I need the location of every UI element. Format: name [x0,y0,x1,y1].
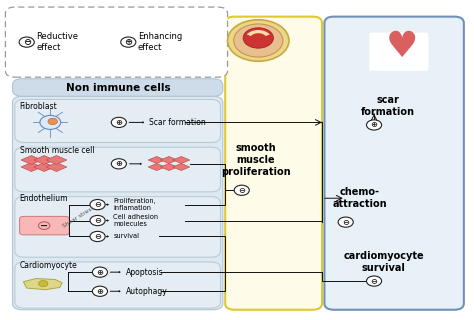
FancyBboxPatch shape [12,96,223,310]
Text: Fibroblast: Fibroblast [19,102,57,111]
Text: chemo-
attraction: chemo- attraction [333,188,387,209]
Text: ♥: ♥ [386,30,419,64]
Text: Cell adhesion
molecules: Cell adhesion molecules [113,214,158,227]
Circle shape [19,37,34,47]
Polygon shape [34,163,55,172]
Circle shape [38,280,48,287]
Polygon shape [173,164,190,171]
Circle shape [234,185,249,196]
Text: ⊖: ⊖ [342,218,349,227]
Text: cardiomyocyte
survival: cardiomyocyte survival [343,251,424,273]
Text: −: − [40,220,48,231]
Text: ⊖: ⊖ [94,232,101,241]
Text: Proliferation,
inflamation: Proliferation, inflamation [113,198,156,211]
Polygon shape [21,156,42,164]
Text: survival: survival [113,234,139,239]
Wedge shape [247,30,270,36]
Polygon shape [34,156,55,164]
Circle shape [111,159,127,169]
Text: smooth
muscle
proliferation: smooth muscle proliferation [221,143,291,177]
Circle shape [366,120,382,130]
Text: ⊖: ⊖ [23,37,31,47]
Text: Endothelium: Endothelium [19,194,68,204]
Text: ⊕: ⊕ [124,37,132,47]
Text: ⊖: ⊖ [371,276,378,285]
Circle shape [234,24,283,57]
Polygon shape [160,164,177,171]
Text: ⊖: ⊖ [94,216,101,225]
Text: Shear stress: Shear stress [62,205,96,229]
Circle shape [90,231,105,242]
Text: ⊕: ⊕ [96,268,103,277]
Text: Scar formation: Scar formation [149,118,206,127]
Text: Autophagy: Autophagy [126,287,167,296]
FancyBboxPatch shape [15,197,220,257]
Text: Enhancing
effect: Enhancing effect [138,32,182,52]
Text: Reductive
effect: Reductive effect [36,32,78,52]
Text: scar
formation: scar formation [361,95,415,116]
Text: ⊕: ⊕ [96,287,103,296]
Circle shape [90,215,105,226]
FancyBboxPatch shape [19,216,69,235]
Circle shape [40,116,61,129]
FancyBboxPatch shape [369,33,428,71]
Circle shape [48,118,57,124]
FancyBboxPatch shape [15,100,220,142]
FancyBboxPatch shape [15,262,220,308]
Circle shape [243,28,273,48]
Text: ⊕: ⊕ [115,159,122,168]
Circle shape [228,20,289,61]
Circle shape [92,267,108,277]
Polygon shape [23,278,62,290]
Text: ⊖: ⊖ [94,200,101,209]
FancyBboxPatch shape [5,7,228,77]
Text: Non immune cells: Non immune cells [65,83,170,92]
Circle shape [338,217,353,227]
Text: ⊖: ⊖ [238,186,245,195]
Text: Smooth muscle cell: Smooth muscle cell [19,146,94,155]
Polygon shape [160,156,177,164]
Circle shape [90,199,105,210]
Circle shape [366,276,382,286]
FancyBboxPatch shape [225,17,322,310]
Text: ⊕: ⊕ [371,120,378,130]
Polygon shape [148,156,165,164]
Circle shape [92,286,108,296]
Text: Cardiomyocyte: Cardiomyocyte [19,261,77,270]
FancyBboxPatch shape [12,79,223,96]
Polygon shape [46,163,67,172]
FancyBboxPatch shape [324,17,464,310]
Text: ⊕: ⊕ [115,118,122,127]
Circle shape [111,117,127,127]
Polygon shape [46,156,67,164]
Circle shape [38,222,50,229]
FancyBboxPatch shape [15,147,220,192]
Polygon shape [21,163,42,172]
Circle shape [121,37,136,47]
Text: Apoptosis: Apoptosis [126,268,163,277]
Polygon shape [148,164,165,171]
Polygon shape [173,156,190,164]
